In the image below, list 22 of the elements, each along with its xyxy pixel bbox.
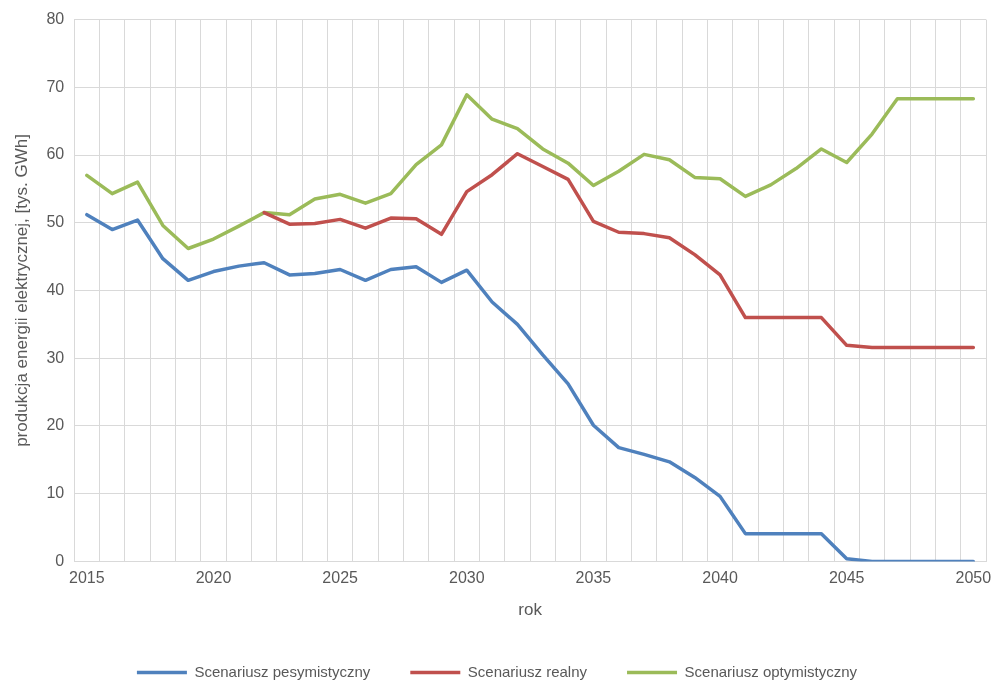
y-tick-label: 80	[46, 10, 65, 28]
y-tick-label: 40	[46, 280, 65, 298]
legend-label: Scenariusz realny	[467, 662, 588, 680]
x-tick-label: 2030	[448, 569, 485, 587]
y-axis-title: produkcja energii elektrycznej, [tys. GWh]	[11, 134, 31, 447]
legend-label: Scenariusz optymistyczny	[684, 662, 858, 680]
x-tick-label: 2035	[575, 569, 612, 587]
x-tick-label: 2020	[195, 569, 232, 587]
x-tick-label: 2040	[702, 569, 738, 587]
x-tick-label: 2025	[322, 569, 359, 587]
x-tick-label: 2050	[955, 569, 992, 587]
x-axis-title: rok	[518, 600, 543, 620]
y-tick-label: 20	[46, 416, 65, 434]
y-tick-label: 50	[46, 213, 65, 231]
x-tick-label: 2015	[69, 569, 105, 587]
y-tick-label: 70	[46, 77, 65, 95]
legend-label: Scenariusz pesymistyczny	[194, 662, 371, 680]
y-tick-label: 60	[46, 145, 65, 163]
x-tick-label: 2045	[828, 569, 865, 587]
y-tick-label: 30	[46, 348, 65, 366]
y-tick-label: 10	[46, 484, 65, 502]
y-tick-label: 0	[55, 551, 65, 569]
